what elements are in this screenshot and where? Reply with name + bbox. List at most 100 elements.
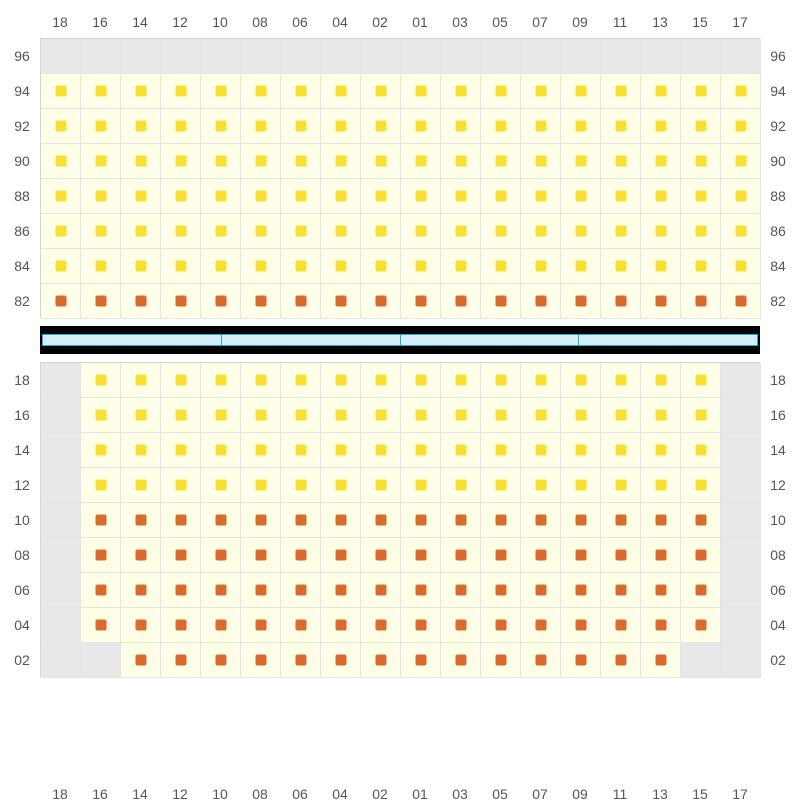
seat-cell[interactable] <box>521 538 561 573</box>
seat-cell[interactable] <box>121 144 161 179</box>
seat-cell[interactable] <box>161 433 201 468</box>
seat-cell[interactable] <box>281 363 321 398</box>
seat-cell[interactable] <box>81 538 121 573</box>
seat-cell[interactable] <box>681 249 721 284</box>
seat-cell[interactable] <box>281 214 321 249</box>
seat-cell[interactable] <box>641 179 681 214</box>
seat-cell[interactable] <box>601 643 641 678</box>
seat-cell[interactable] <box>481 249 521 284</box>
seat-cell[interactable] <box>241 433 281 468</box>
seat-cell[interactable] <box>521 503 561 538</box>
seat-cell[interactable] <box>681 538 721 573</box>
seat-cell[interactable] <box>401 538 441 573</box>
seat-cell[interactable] <box>121 433 161 468</box>
seat-cell[interactable] <box>41 74 81 109</box>
seat-cell[interactable] <box>81 214 121 249</box>
seat-cell[interactable] <box>481 363 521 398</box>
seat-cell[interactable] <box>401 109 441 144</box>
seat-cell[interactable] <box>201 109 241 144</box>
seat-cell[interactable] <box>241 573 281 608</box>
seat-cell[interactable] <box>681 179 721 214</box>
seat-cell[interactable] <box>121 468 161 503</box>
seat-cell[interactable] <box>481 573 521 608</box>
seat-cell[interactable] <box>561 643 601 678</box>
seat-cell[interactable] <box>561 503 601 538</box>
seat-cell[interactable] <box>521 179 561 214</box>
seat-cell[interactable] <box>201 74 241 109</box>
seat-cell[interactable] <box>321 109 361 144</box>
seat-cell[interactable] <box>361 74 401 109</box>
seat-cell[interactable] <box>241 74 281 109</box>
seat-cell[interactable] <box>161 643 201 678</box>
seat-cell[interactable] <box>681 109 721 144</box>
seat-cell[interactable] <box>201 179 241 214</box>
seat-cell[interactable] <box>601 214 641 249</box>
seat-cell[interactable] <box>241 608 281 643</box>
seat-cell[interactable] <box>441 144 481 179</box>
seat-cell[interactable] <box>641 144 681 179</box>
seat-cell[interactable] <box>441 433 481 468</box>
seat-cell[interactable] <box>401 433 441 468</box>
seat-cell[interactable] <box>201 214 241 249</box>
seat-cell[interactable] <box>561 398 601 433</box>
seat-cell[interactable] <box>721 144 761 179</box>
seat-cell[interactable] <box>561 109 601 144</box>
seat-cell[interactable] <box>361 398 401 433</box>
seat-cell[interactable] <box>401 74 441 109</box>
seat-cell[interactable] <box>601 109 641 144</box>
seat-cell[interactable] <box>81 433 121 468</box>
seat-cell[interactable] <box>441 503 481 538</box>
seat-cell[interactable] <box>281 538 321 573</box>
seat-cell[interactable] <box>41 284 81 319</box>
seat-cell[interactable] <box>121 538 161 573</box>
seat-cell[interactable] <box>521 643 561 678</box>
seat-cell[interactable] <box>601 179 641 214</box>
seat-cell[interactable] <box>601 363 641 398</box>
seat-cell[interactable] <box>681 433 721 468</box>
seat-cell[interactable] <box>521 109 561 144</box>
seat-cell[interactable] <box>361 249 401 284</box>
seat-cell[interactable] <box>481 398 521 433</box>
seat-cell[interactable] <box>201 468 241 503</box>
seat-cell[interactable] <box>121 179 161 214</box>
seat-cell[interactable] <box>281 608 321 643</box>
seat-cell[interactable] <box>441 538 481 573</box>
seat-cell[interactable] <box>441 468 481 503</box>
seat-cell[interactable] <box>441 643 481 678</box>
seat-cell[interactable] <box>601 573 641 608</box>
seat-cell[interactable] <box>361 109 401 144</box>
seat-cell[interactable] <box>521 608 561 643</box>
seat-cell[interactable] <box>121 363 161 398</box>
seat-cell[interactable] <box>121 249 161 284</box>
seat-cell[interactable] <box>81 608 121 643</box>
seat-cell[interactable] <box>161 284 201 319</box>
seat-cell[interactable] <box>641 74 681 109</box>
seat-cell[interactable] <box>321 74 361 109</box>
seat-cell[interactable] <box>201 608 241 643</box>
seat-cell[interactable] <box>321 608 361 643</box>
seat-cell[interactable] <box>361 433 401 468</box>
seat-cell[interactable] <box>561 573 601 608</box>
seat-cell[interactable] <box>401 363 441 398</box>
seat-cell[interactable] <box>321 503 361 538</box>
seat-cell[interactable] <box>81 503 121 538</box>
seat-cell[interactable] <box>321 363 361 398</box>
seat-cell[interactable] <box>561 144 601 179</box>
seat-cell[interactable] <box>401 249 441 284</box>
seat-cell[interactable] <box>681 284 721 319</box>
seat-cell[interactable] <box>481 608 521 643</box>
seat-cell[interactable] <box>641 573 681 608</box>
seat-cell[interactable] <box>41 144 81 179</box>
seat-cell[interactable] <box>321 249 361 284</box>
seat-cell[interactable] <box>441 398 481 433</box>
seat-cell[interactable] <box>681 363 721 398</box>
seat-cell[interactable] <box>241 538 281 573</box>
seat-cell[interactable] <box>281 74 321 109</box>
seat-cell[interactable] <box>561 179 601 214</box>
seat-cell[interactable] <box>681 503 721 538</box>
seat-cell[interactable] <box>361 363 401 398</box>
seat-cell[interactable] <box>521 284 561 319</box>
seat-cell[interactable] <box>161 109 201 144</box>
seat-cell[interactable] <box>441 363 481 398</box>
seat-cell[interactable] <box>681 398 721 433</box>
